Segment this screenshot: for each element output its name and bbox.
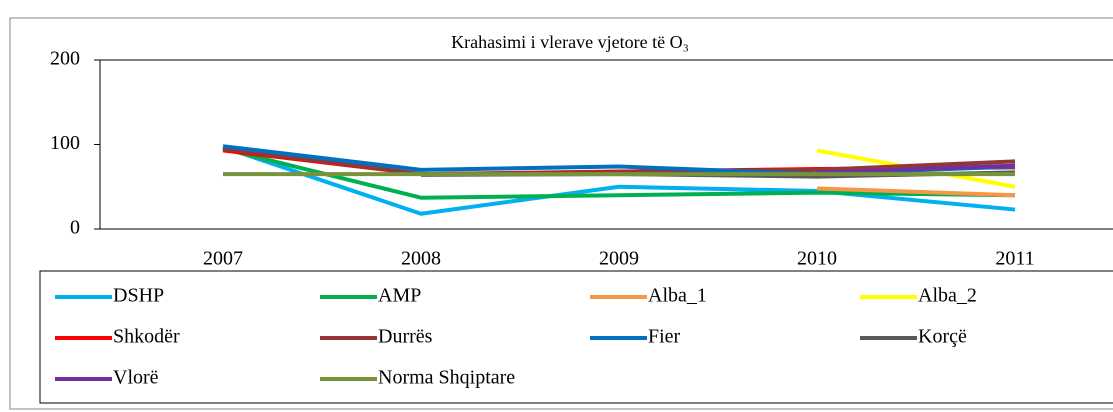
legend-label: AMP <box>378 285 421 307</box>
chart-title: Krahasimi i vlerave vjetore të O₃ <box>451 32 689 52</box>
legend-label: Vlorë <box>113 367 159 389</box>
legend-label: Norma Shqiptare <box>378 367 515 389</box>
chart-frame <box>9 17 1113 410</box>
legend-label: Korçë <box>918 326 967 348</box>
series-line <box>816 163 1016 175</box>
series-line <box>816 186 1016 198</box>
y-tick-label: 100 <box>50 132 80 154</box>
legend-label: Alba_2 <box>918 285 977 307</box>
legend-label: Durrës <box>378 326 433 348</box>
legend-box <box>39 270 1113 404</box>
legend-label: Shkodër <box>113 326 180 348</box>
legend-label: DSHP <box>113 285 164 307</box>
legend-label: Alba_1 <box>648 285 707 307</box>
y-tick-label: 0 <box>70 217 80 239</box>
legend-label: Fier <box>648 326 681 348</box>
x-tick-label: 2011 <box>995 248 1034 270</box>
x-tick-label: 2007 <box>203 248 243 270</box>
x-tick-label: 2009 <box>599 248 639 270</box>
y-tick-label: 200 <box>50 48 80 70</box>
series-line <box>222 146 1016 200</box>
x-tick-label: 2008 <box>401 248 441 270</box>
x-tick-label: 2010 <box>797 248 837 270</box>
series-line <box>222 145 1016 216</box>
